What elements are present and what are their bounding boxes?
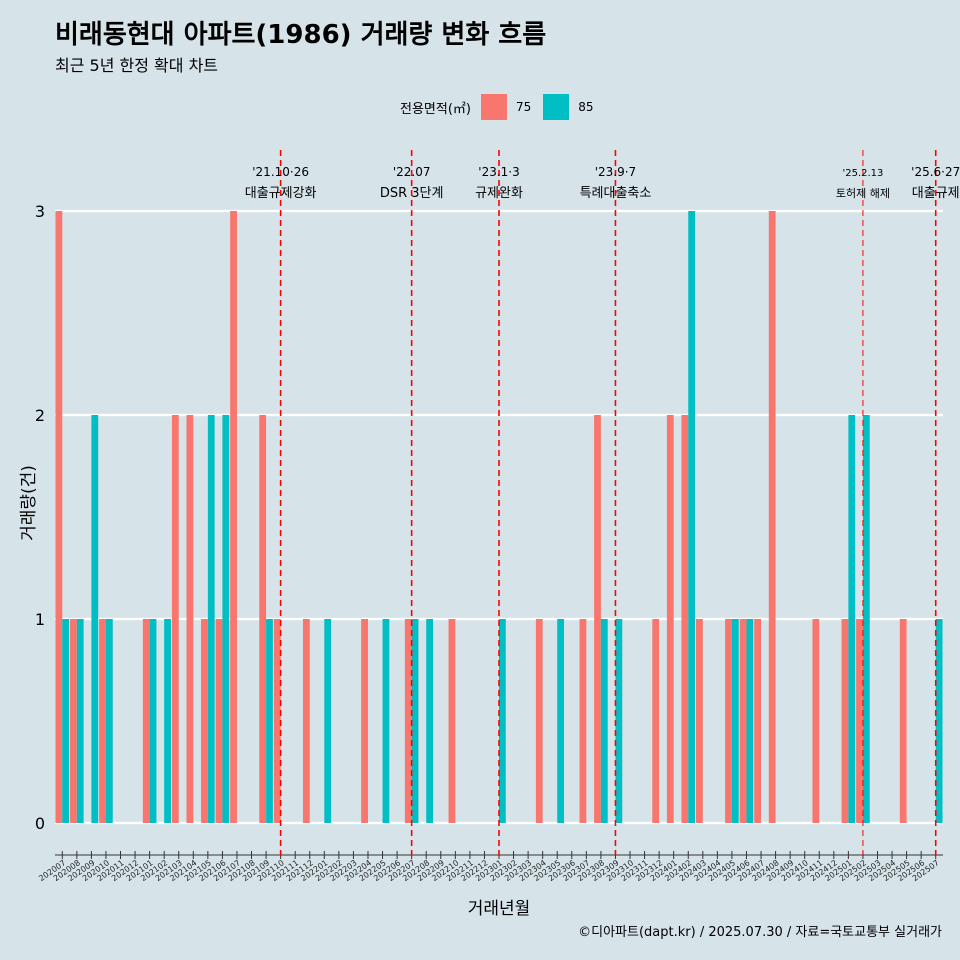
y-tick-label: 3 xyxy=(35,202,45,221)
event-date-label: '23.1·3 xyxy=(478,165,519,179)
bar-85-202008 xyxy=(76,619,84,823)
bar-75-202411 xyxy=(812,619,820,823)
bar-85-202207 xyxy=(411,619,419,823)
event-name-label: DSR 3단계 xyxy=(380,186,444,201)
y-tick-label: 1 xyxy=(35,610,45,629)
bar-85-202507 xyxy=(935,619,943,823)
bar-85-202201 xyxy=(324,619,332,823)
bar-75-202402 xyxy=(681,415,689,823)
legend-swatch-85 xyxy=(543,94,570,120)
bar-75-202307 xyxy=(579,619,587,823)
y-tick-label: 0 xyxy=(35,814,45,833)
event-name-label: 대출규제 xyxy=(912,186,960,201)
bar-75-202008 xyxy=(70,619,77,823)
bar-85-202010 xyxy=(105,619,113,823)
event-date-label: '21.10·26 xyxy=(252,165,309,179)
caption: ©디아파트(dapt.kr) / 2025.07.30 / 자료=국토교통부 실… xyxy=(578,925,942,940)
bar-75-202204 xyxy=(361,619,368,823)
bar-75-202502 xyxy=(856,619,863,823)
bar-85-202502 xyxy=(862,415,870,823)
bar-75-202405 xyxy=(725,619,732,823)
legend-label-85: 85 xyxy=(578,100,594,114)
bar-75-202105 xyxy=(201,619,208,823)
legend-label-75: 75 xyxy=(515,100,532,114)
bar-75-202403 xyxy=(696,619,703,823)
bar-85-202102 xyxy=(164,619,171,823)
bar-75-202308 xyxy=(594,415,601,823)
bar-75-202106 xyxy=(215,619,223,823)
bar-85-202106 xyxy=(222,415,230,823)
bar-85-202308 xyxy=(600,619,608,823)
legend-swatch-75 xyxy=(480,94,507,120)
event-name-label: 규제완화 xyxy=(475,186,523,201)
event-date-label: '22.07 xyxy=(393,165,431,179)
bar-75-202103 xyxy=(171,415,179,823)
bar-85-202208 xyxy=(426,619,434,823)
bar-85-202009 xyxy=(91,415,99,823)
bar-75-202207 xyxy=(404,619,412,823)
bar-85-202402 xyxy=(688,211,696,823)
bar-75-202210 xyxy=(448,619,456,823)
bar-75-202406 xyxy=(739,619,747,823)
event-date-label: '25.2.13 xyxy=(842,168,883,179)
bar-85-202305 xyxy=(557,619,565,823)
bar-75-202010 xyxy=(99,619,106,823)
legend-title: 전용면적(㎡) xyxy=(400,101,471,117)
bar-75-202505 xyxy=(899,619,907,823)
bar-75-202107 xyxy=(230,211,237,823)
bar-75-202007 xyxy=(55,211,63,823)
bar-85-202501 xyxy=(848,415,856,823)
bar-75-202407 xyxy=(754,619,762,823)
bar-75-202304 xyxy=(535,619,543,823)
bar-85-202309 xyxy=(615,619,623,823)
y-tick-label: 2 xyxy=(35,406,45,425)
bar-85-202105 xyxy=(207,415,215,823)
legend: 전용면적(㎡) 75 85 xyxy=(400,94,606,120)
bar-85-202205 xyxy=(382,619,390,823)
bar-75-202101 xyxy=(142,619,150,823)
bar-75-202112 xyxy=(302,619,310,823)
bar-85-202301 xyxy=(499,619,506,823)
event-name-label: 토허제 해제 xyxy=(836,186,890,200)
event-name-label: 대출규제강화 xyxy=(245,186,317,201)
y-axis-title: 거래량(건) xyxy=(19,465,39,541)
bar-85-202405 xyxy=(731,619,739,823)
bar-75-202401 xyxy=(666,415,674,823)
chart-title: 비래동현대 아파트(1986) 거래량 변화 흐름 xyxy=(55,20,547,50)
event-name-label: 특례대출축소 xyxy=(580,186,652,201)
bar-75-202109 xyxy=(259,415,267,823)
x-axis-title: 거래년월 xyxy=(468,899,531,919)
bar-85-202007 xyxy=(62,619,70,823)
event-date-label: '25.6·27 xyxy=(911,165,960,179)
bar-85-202406 xyxy=(746,619,754,823)
event-date-label: '23.9·7 xyxy=(595,165,636,179)
bar-75-202501 xyxy=(841,619,849,823)
bar-85-202109 xyxy=(266,619,273,823)
bar-75-202312 xyxy=(652,619,660,823)
bar-75-202408 xyxy=(768,211,776,823)
bar-75-202104 xyxy=(186,415,194,823)
bar-75-202110 xyxy=(273,619,281,823)
bar-85-202101 xyxy=(149,619,157,823)
chart-subtitle: 최근 5년 한정 확대 차트 xyxy=(55,56,219,75)
